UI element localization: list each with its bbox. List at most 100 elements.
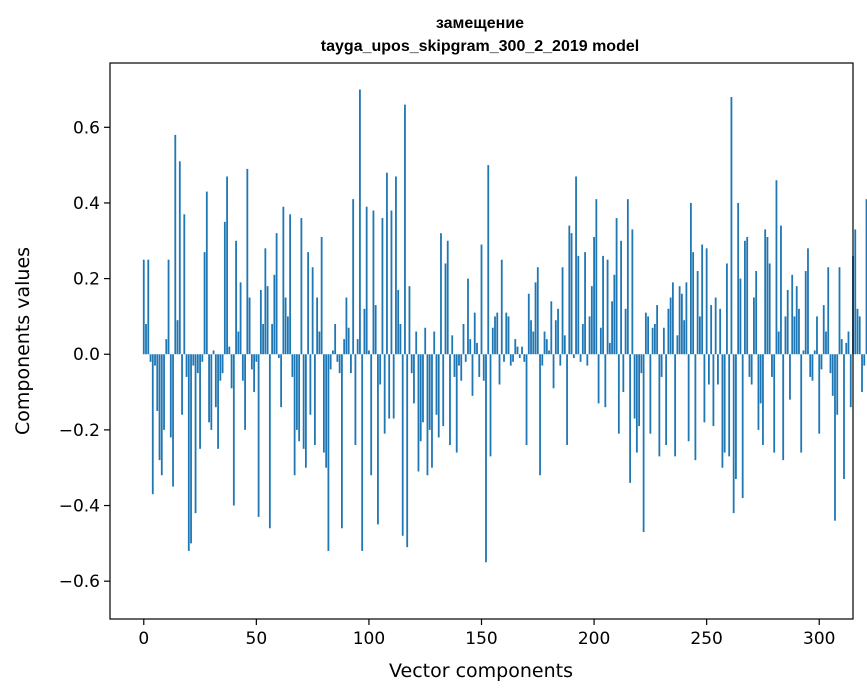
bar-97	[361, 354, 364, 551]
bar-7	[158, 354, 161, 461]
bar-281	[775, 180, 778, 355]
bar-29	[208, 354, 210, 423]
bar-272	[755, 271, 758, 355]
x-tick-label: 0	[138, 629, 149, 649]
bar-209	[613, 274, 616, 355]
bar-19	[185, 354, 188, 377]
bar-67	[293, 354, 296, 476]
bar-179	[545, 339, 548, 355]
bar-280	[773, 354, 776, 453]
y-tick-label: 0.4	[73, 194, 100, 214]
bar-82	[327, 354, 330, 551]
bar-183	[554, 320, 557, 355]
bar-295	[807, 248, 809, 355]
bar-35	[221, 354, 224, 374]
bar-102	[372, 210, 375, 355]
bar-238	[678, 286, 681, 355]
bar-26	[201, 354, 204, 362]
bar-274	[759, 354, 762, 404]
bar-208	[611, 301, 613, 355]
bar-120	[413, 354, 415, 404]
bar-119	[410, 354, 413, 374]
bar-321	[865, 199, 867, 355]
bar-262	[732, 354, 735, 514]
bar-126	[426, 354, 429, 476]
bar-17	[181, 354, 183, 415]
bar-299	[816, 316, 818, 355]
bar-210	[615, 218, 618, 355]
bar-99	[365, 206, 368, 355]
bar-88	[341, 354, 343, 529]
bar-65	[289, 214, 292, 355]
bar-198	[588, 316, 591, 355]
bar-110	[390, 210, 393, 355]
bar-6	[156, 354, 159, 411]
bar-180	[548, 350, 550, 355]
y-tick-label: 0.6	[73, 118, 100, 138]
x-axis-ticks: 0 50 100 150 200 250 300	[138, 619, 835, 649]
bar-275	[762, 354, 764, 446]
bar-81	[325, 354, 328, 468]
bar-107	[383, 354, 386, 434]
bar-64	[286, 316, 289, 355]
bar-252	[710, 305, 713, 355]
bar-200	[593, 236, 595, 355]
bar-75	[311, 267, 314, 355]
bar-60	[277, 354, 280, 359]
chart-title: замещение tayga_upos_skipgram_300_2_2019…	[321, 15, 639, 55]
bar-2	[147, 259, 150, 355]
bar-308	[836, 354, 839, 415]
bar-143	[464, 354, 467, 362]
bar-175	[536, 267, 539, 355]
bar-5	[154, 354, 156, 366]
bar-115	[401, 354, 404, 536]
bar-133	[442, 354, 445, 427]
bar-282	[777, 331, 780, 355]
bar-136	[449, 354, 451, 446]
bar-265	[739, 278, 742, 355]
bar-194	[579, 354, 582, 362]
bar-196	[584, 252, 586, 355]
bar-53	[262, 323, 264, 355]
bar-306	[831, 354, 834, 396]
bar-239	[680, 293, 683, 355]
bar-311	[843, 354, 845, 480]
bar-260	[728, 354, 731, 457]
y-axis-label: Components values	[12, 247, 34, 435]
bar-146	[471, 354, 474, 396]
bar-314	[849, 354, 852, 408]
bar-140	[458, 354, 460, 366]
bar-259	[726, 263, 728, 355]
bar-215	[626, 199, 629, 355]
bar-254	[714, 297, 717, 355]
bar-227	[653, 323, 656, 355]
bar-232	[665, 354, 668, 446]
bar-96	[359, 89, 361, 355]
bar-214	[624, 308, 627, 355]
bar-154	[489, 354, 492, 457]
bar-276	[764, 229, 767, 355]
bar-288	[791, 274, 794, 355]
bar-245	[694, 354, 697, 461]
bar-310	[840, 339, 843, 355]
bar-158	[498, 354, 501, 385]
bar-216	[629, 354, 631, 483]
bar-305	[829, 354, 832, 374]
bar-237	[676, 335, 679, 355]
bar-47	[248, 297, 251, 355]
bar-100	[368, 350, 370, 355]
bar-171	[527, 293, 530, 355]
bar-168	[521, 346, 523, 355]
bar-226	[651, 327, 654, 355]
bar-61	[280, 354, 283, 408]
bar-147	[473, 312, 476, 355]
bar-193	[577, 255, 580, 355]
bar-207	[608, 342, 611, 355]
x-tick-label: 200	[578, 629, 610, 649]
bar-222	[642, 354, 645, 533]
bar-138	[453, 354, 456, 377]
bar-286	[786, 289, 789, 355]
bar-151	[482, 354, 485, 381]
bar-130	[435, 354, 438, 415]
bar-152	[485, 354, 487, 563]
